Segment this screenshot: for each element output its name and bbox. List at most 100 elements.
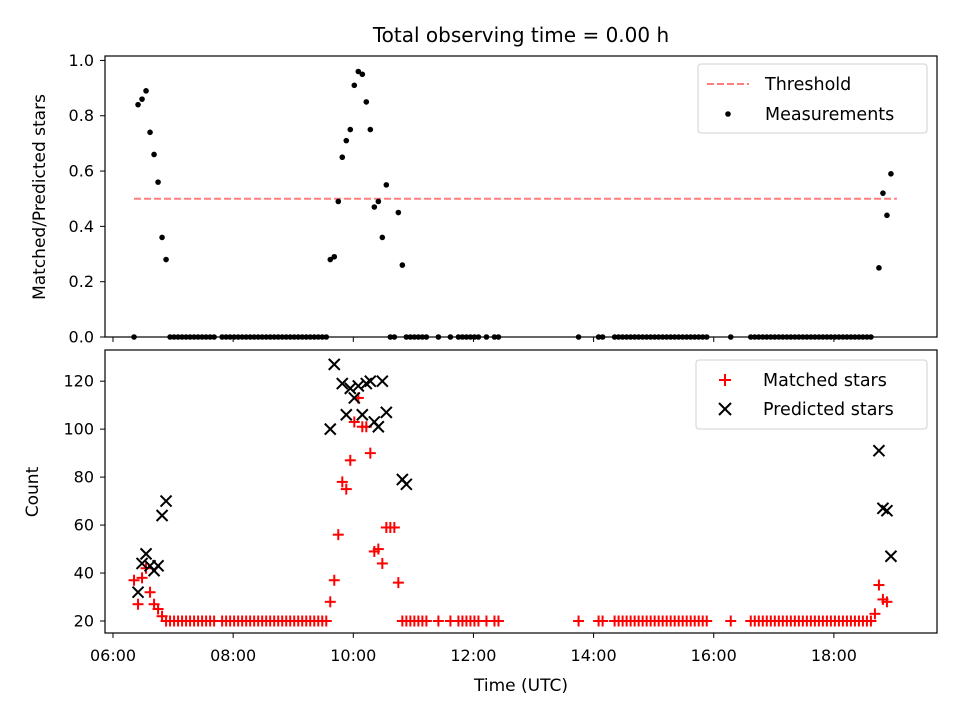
predicted-star-point	[336, 377, 349, 390]
measurement-point	[687, 334, 694, 340]
measurement-point	[679, 334, 686, 340]
measurement-point	[751, 334, 758, 340]
measurement-point	[387, 334, 394, 340]
bottom-x-tick-label: 10:00	[330, 646, 376, 665]
measurement-point	[183, 334, 189, 340]
predicted-star-point	[372, 420, 385, 433]
measurement-point	[812, 334, 818, 340]
top-y-tick-label: 0.6	[69, 162, 94, 181]
measurement-point	[435, 334, 442, 340]
measurement-point	[623, 334, 630, 340]
measurement-point	[463, 334, 470, 340]
predicted-star-point	[159, 494, 173, 508]
measurement-points-layer	[131, 68, 894, 340]
matched-star-point	[376, 557, 388, 569]
measurement-point	[647, 334, 654, 340]
measurement-point	[455, 334, 462, 340]
matched-star-point	[432, 615, 444, 627]
top-plot-frame	[104, 55, 938, 338]
measurement-point	[864, 334, 870, 340]
bottom-x-tick-label: 12:00	[450, 646, 496, 665]
measurement-point	[395, 209, 402, 216]
measurement-point	[151, 151, 157, 158]
measurement-point	[667, 334, 674, 340]
predicted-star-point	[155, 509, 169, 522]
predicted-star-point	[352, 379, 365, 393]
measurement-point	[243, 334, 249, 340]
measurement-point	[820, 334, 826, 340]
measurement-point	[619, 334, 626, 340]
measurement-point	[131, 334, 137, 340]
matched-star-point	[348, 416, 360, 428]
measurement-point	[359, 71, 366, 78]
measurement-point	[211, 334, 217, 340]
predicted-star-point	[356, 408, 369, 421]
measurement-point	[759, 334, 766, 340]
measurement-point	[808, 334, 814, 340]
measurement-point	[227, 334, 233, 340]
measurement-point	[491, 334, 498, 340]
measurement-point	[419, 334, 426, 340]
measurement-point	[279, 334, 286, 340]
bottom-y-axis: 20 40 60 80 100 120	[63, 372, 105, 631]
measurement-point	[223, 334, 229, 340]
bottom-y-tick-label: 120	[63, 372, 94, 391]
bottom-x-tick-label: 16:00	[691, 646, 737, 665]
measurement-point	[175, 334, 181, 340]
measurement-point	[768, 334, 774, 340]
matched-star-point	[144, 586, 156, 598]
measurement-point	[351, 82, 358, 89]
measurement-point	[683, 334, 690, 340]
top-y-tick-label: 0.8	[69, 106, 94, 125]
measurement-point	[627, 334, 634, 340]
measurement-point	[383, 182, 390, 188]
measurement-point	[467, 334, 474, 340]
measurement-point	[323, 334, 330, 340]
matched-star-point	[136, 572, 148, 584]
bottom-x-tick-label: 06:00	[90, 646, 136, 665]
predicted-star-point	[344, 382, 357, 395]
predicted-star-point	[328, 358, 341, 371]
bottom-x-axis: 06:00 08:00 10:00 12:00 14:00 16:00 18:00	[90, 633, 857, 665]
measurement-point	[135, 101, 141, 108]
measurement-point	[411, 334, 418, 340]
measurement-point	[403, 334, 410, 340]
measurement-point	[635, 334, 642, 340]
matched-star-point	[392, 577, 404, 589]
predicted-star-point	[348, 391, 361, 405]
matched-star-point	[725, 615, 737, 627]
bottom-y-tick-label: 20	[74, 612, 94, 631]
measurement-point	[319, 334, 326, 340]
measurement-point	[271, 334, 278, 340]
measurement-point	[747, 334, 754, 340]
measurement-point	[836, 334, 842, 340]
measurement-point	[816, 334, 822, 340]
top-y-tick-label: 0.4	[69, 217, 94, 236]
measurement-point	[675, 334, 682, 340]
top-legend-box	[697, 63, 928, 134]
predicted-star-point	[139, 547, 153, 561]
measurement-point	[415, 334, 422, 340]
matched-star-point	[873, 579, 885, 591]
measurement-point	[327, 256, 334, 263]
measurement-point	[379, 234, 386, 241]
measurement-point	[475, 334, 482, 340]
top-y-tick-label: 0.2	[69, 272, 94, 291]
measurement-point	[824, 334, 830, 340]
measurement-point	[283, 334, 290, 340]
matched-star-point	[364, 447, 376, 459]
measurement-point	[856, 334, 862, 340]
measurement-point	[187, 334, 193, 340]
top-y-axis: 0.0 0.2 0.4 0.6 0.8 1.0	[69, 51, 105, 347]
measurement-point	[800, 334, 806, 340]
matched-star-point	[320, 615, 332, 627]
top-panel: 0.0 0.2 0.4 0.6 0.8 1.0 Matched/Predicted sta…	[30, 51, 938, 347]
measurement-point	[203, 334, 209, 340]
measurement-point	[764, 334, 770, 340]
measurement-point	[199, 334, 205, 340]
measurement-point	[195, 334, 201, 340]
bottom-y-axis-label: Count	[23, 466, 43, 517]
legend-measurements-swatch	[725, 111, 731, 117]
matched-star-point	[881, 596, 893, 608]
